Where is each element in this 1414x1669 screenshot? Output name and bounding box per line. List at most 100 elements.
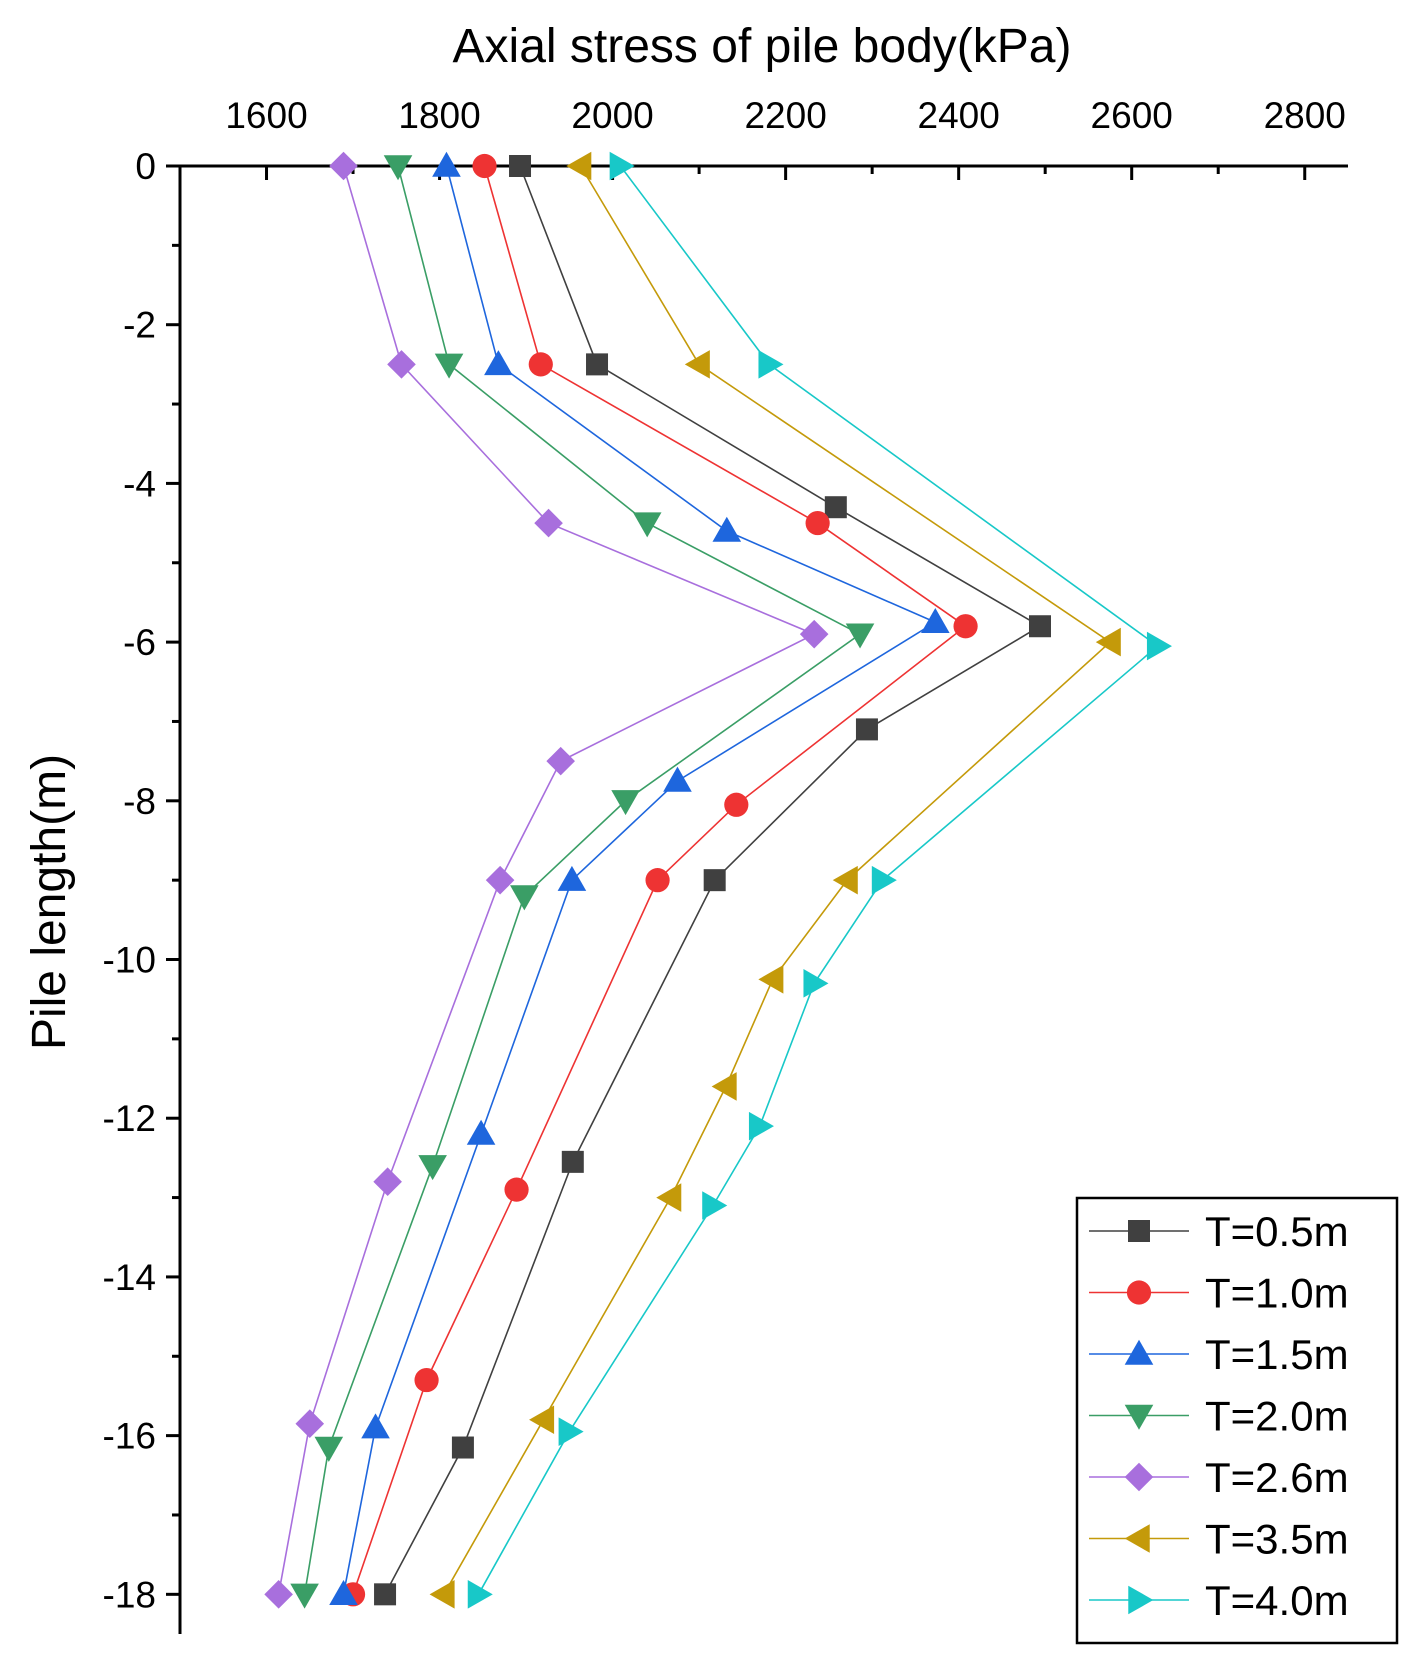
y-axis-title: Pile length(m) [23, 754, 76, 1050]
y-tick-label: -4 [123, 463, 156, 504]
marker-square [1128, 1220, 1150, 1242]
marker-triangle-right [702, 1191, 728, 1220]
marker-circle [645, 868, 670, 893]
marker-triangle-down [632, 512, 662, 538]
legend-label: T=3.5m [1205, 1516, 1349, 1563]
legend-label: T=2.6m [1205, 1454, 1349, 1501]
marker-diamond [329, 151, 358, 181]
marker-triangle-down [1124, 1404, 1154, 1430]
marker-square [703, 869, 726, 892]
series-T=2.6m [264, 151, 829, 1609]
marker-circle [472, 153, 497, 179]
marker-circle [414, 1367, 439, 1393]
marker-triangle-right [1128, 1585, 1154, 1615]
marker-triangle-up [557, 865, 587, 891]
marker-triangle-up [329, 1580, 358, 1606]
series-T=1.5m [329, 151, 950, 1606]
legend-item: T=4.0m [1089, 1577, 1349, 1624]
marker-triangle-right [1146, 631, 1172, 661]
series-line [477, 165, 1159, 1595]
legend: T=0.5m T=1.0m T=1.5m T=2.0m T=2.6m T=3.5m T=4.… [1075, 1196, 1399, 1645]
marker-circle [805, 510, 830, 536]
legend-item: T=0.5m [1089, 1208, 1349, 1255]
marker-triangle-left [529, 1405, 555, 1435]
x-tick-label: 1600 [225, 95, 307, 136]
x-tick-label: 2800 [1264, 95, 1346, 136]
marker-triangle-down [845, 623, 875, 649]
series-line [443, 165, 1112, 1595]
marker-circle [528, 352, 553, 377]
series-T=4.0m [467, 151, 1172, 1609]
marker-square [509, 155, 532, 177]
marker-triangle-left [656, 1183, 682, 1212]
marker-diamond [546, 746, 575, 776]
marker-triangle-right [758, 350, 784, 379]
marker-diamond [1124, 1462, 1154, 1492]
marker-triangle-down [418, 1155, 447, 1181]
marker-triangle-right [558, 1417, 584, 1446]
marker-triangle-right [871, 865, 897, 895]
marker-triangle-down [510, 885, 539, 911]
series-line [277, 165, 817, 1595]
marker-triangle-left [711, 1072, 737, 1101]
y-tick-label: -18 [103, 1574, 156, 1615]
y-tick-label: -12 [103, 1098, 156, 1139]
x-tick-label: 2000 [571, 95, 653, 136]
marker-triangle-right [609, 151, 635, 181]
marker-triangle-left [758, 965, 784, 994]
marker-square [855, 718, 878, 741]
marker-diamond [534, 508, 563, 538]
series-T=1.0m [340, 153, 978, 1607]
legend-item: T=3.5m [1089, 1516, 1349, 1563]
marker-diamond [373, 1167, 402, 1196]
marker-triangle-right [748, 1111, 774, 1141]
marker-square [586, 353, 609, 376]
y-tick-label: -10 [103, 940, 156, 981]
marker-circle [953, 614, 978, 639]
series-layer [264, 151, 1172, 1609]
legend-box [1075, 1196, 1399, 1645]
marker-diamond [485, 865, 515, 895]
marker-diamond [799, 619, 829, 649]
marker-triangle-down [314, 1436, 344, 1462]
marker-triangle-up [663, 766, 692, 792]
marker-square [451, 1436, 474, 1459]
marker-circle [724, 792, 749, 817]
y-tick-label: -2 [123, 305, 156, 346]
marker-triangle-up [1124, 1339, 1154, 1365]
y-tick-label: -14 [103, 1257, 156, 1298]
series-T=0.5m [374, 155, 1051, 1606]
marker-square [824, 496, 847, 519]
legend-label: T=4.0m [1205, 1577, 1349, 1624]
marker-triangle-up [712, 516, 742, 542]
marker-diamond [295, 1409, 325, 1439]
legend-label: T=0.5m [1205, 1208, 1349, 1255]
legend-item: T=2.0m [1089, 1393, 1349, 1440]
marker-triangle-up [432, 151, 461, 177]
marker-triangle-left [684, 350, 710, 379]
axes: 1600 1800 2000 2200 2400 2600 2800 0 -2 -4 -6 -8 -10… [103, 95, 1348, 1634]
marker-triangle-right [467, 1580, 493, 1609]
marker-triangle-up [466, 1119, 496, 1145]
x-tick-label: 1800 [398, 95, 480, 136]
marker-square [1028, 615, 1051, 638]
x-tick-label: 2200 [744, 95, 826, 136]
y-tick-label: -8 [123, 781, 156, 822]
marker-diamond [387, 350, 416, 379]
marker-triangle-up [484, 350, 513, 376]
marker-triangle-left [429, 1580, 455, 1609]
series-T=3.5m [429, 151, 1121, 1609]
series-T=2.0m [290, 155, 875, 1609]
marker-square [374, 1583, 397, 1606]
marker-triangle-left [1095, 627, 1121, 657]
y-tick-label: 0 [135, 146, 156, 187]
legend-item: T=1.5m [1089, 1331, 1349, 1378]
marker-circle [1126, 1280, 1152, 1305]
marker-triangle-down [383, 155, 413, 181]
marker-circle [504, 1177, 529, 1202]
marker-triangle-left [832, 865, 858, 895]
legend-label: T=2.0m [1205, 1393, 1349, 1440]
legend-label: T=1.5m [1205, 1331, 1349, 1378]
legend-label: T=1.0m [1205, 1270, 1349, 1317]
